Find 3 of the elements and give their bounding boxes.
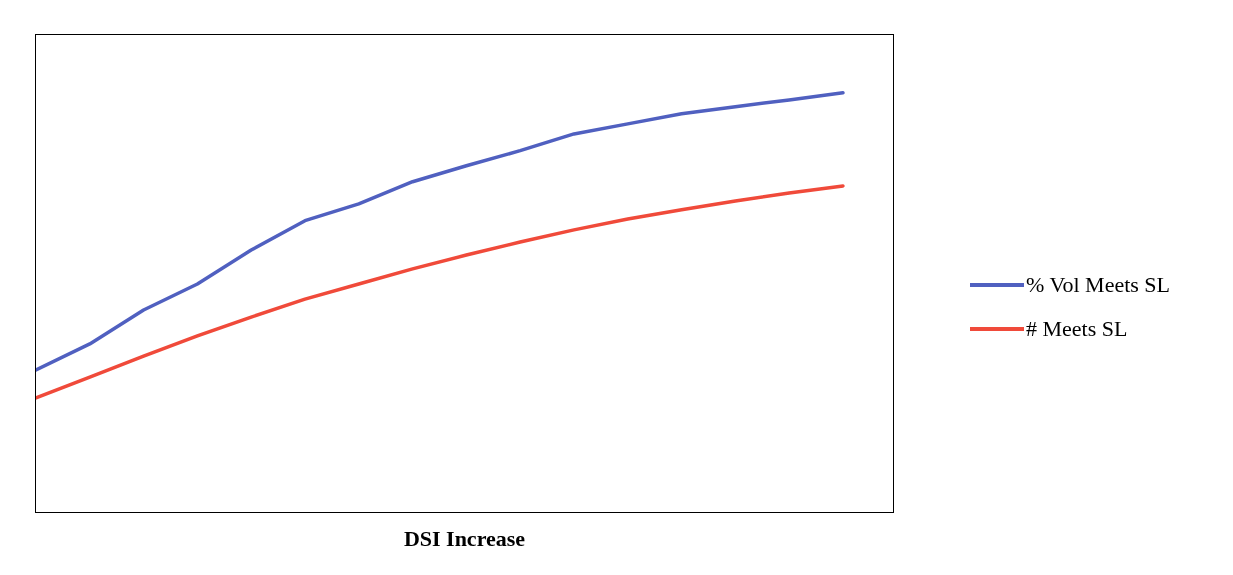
x-axis-title: DSI Increase <box>402 526 527 552</box>
legend-label: # Meets SL <box>1026 316 1128 342</box>
legend-label: % Vol Meets SL <box>1026 272 1171 298</box>
